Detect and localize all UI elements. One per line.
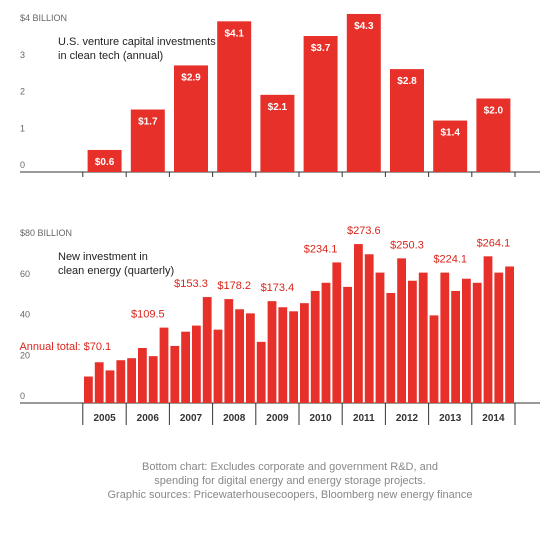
note: Graphic sources: Pricewaterhousecoopers,… [107, 489, 472, 501]
x-tick-label: 2011 [353, 413, 375, 424]
annual-total-label: $153.3 [174, 278, 208, 290]
value-label: $2.9 [181, 72, 201, 83]
bar [332, 262, 342, 403]
bar [130, 109, 165, 172]
value-label: $4.1 [224, 28, 244, 39]
bar [105, 370, 115, 403]
bar [224, 299, 234, 403]
bar [116, 360, 126, 403]
bar [346, 13, 381, 172]
y-tick-label: 1 [20, 123, 25, 133]
bar [451, 290, 460, 403]
bar [462, 278, 471, 403]
bar [84, 376, 93, 403]
bar [170, 345, 180, 403]
bar [148, 356, 158, 403]
chart-title: U.S. venture capital investments [58, 36, 216, 48]
bar [127, 358, 136, 403]
note: spending for digital energy and energy s… [154, 475, 426, 487]
x-tick-label: 2012 [396, 413, 419, 424]
value-label: $4.3 [354, 21, 374, 32]
annual-total-label: $234.1 [304, 243, 338, 255]
bar [483, 256, 493, 403]
bar [375, 272, 385, 403]
bar [343, 286, 352, 403]
bar [181, 331, 190, 403]
y-tick-label: $80 BILLION [20, 228, 72, 238]
annual-total-label: $250.3 [390, 239, 424, 251]
bar [494, 272, 504, 403]
y-tick-label: 2 [20, 87, 25, 97]
bar [310, 290, 320, 403]
bar [213, 329, 223, 403]
bar [217, 21, 252, 173]
bar [476, 98, 511, 172]
value-label: $0.6 [95, 157, 115, 168]
y-tick-label: 20 [20, 350, 30, 360]
x-tick-label: 2008 [223, 413, 246, 424]
bar [94, 362, 104, 403]
bar [390, 69, 424, 172]
bar [289, 311, 298, 403]
annual-total-label: $264.1 [477, 237, 511, 249]
bar [174, 65, 208, 172]
x-tick-label: 2014 [482, 413, 505, 424]
bar [354, 244, 363, 403]
bar [418, 272, 428, 403]
annual-total-label: $224.1 [433, 254, 467, 266]
bar [429, 315, 439, 403]
bar [202, 297, 212, 403]
y-tick-label: 60 [20, 269, 30, 279]
value-label: $2.1 [268, 102, 288, 113]
bar [278, 307, 288, 403]
value-label: $2.0 [484, 106, 504, 117]
bar [505, 266, 514, 403]
x-tick-label: 2005 [93, 413, 116, 424]
bar [397, 258, 406, 403]
x-tick-label: 2006 [137, 413, 160, 424]
bar [159, 327, 169, 403]
y-tick-label: 0 [20, 160, 25, 170]
bar [303, 36, 338, 173]
bar [300, 303, 309, 403]
bar [433, 120, 468, 172]
bar [235, 309, 244, 403]
annual-total-label: $109.5 [131, 309, 165, 321]
bar [87, 149, 122, 172]
x-tick-label: 2009 [266, 413, 289, 424]
y-tick-label: 0 [20, 391, 25, 401]
y-tick-label: $4 BILLION [20, 13, 67, 23]
y-tick-label: 40 [20, 310, 30, 320]
x-tick-label: 2013 [439, 413, 462, 424]
bar [267, 301, 277, 403]
bar [256, 341, 266, 403]
annual-total-label: $178.2 [217, 280, 251, 292]
chart-title: in clean tech (annual) [58, 50, 163, 62]
value-label: $1.4 [440, 128, 460, 139]
bar [408, 280, 417, 403]
bar [364, 254, 374, 403]
bar [321, 282, 331, 403]
x-tick-label: 2007 [180, 413, 203, 424]
y-tick-label: 3 [20, 50, 25, 60]
value-label: $3.7 [311, 43, 331, 54]
bar [192, 325, 201, 403]
value-label: $1.7 [138, 117, 158, 128]
bar [260, 94, 295, 172]
bar [386, 292, 396, 403]
chart-title: clean energy (quarterly) [58, 265, 174, 277]
bar [138, 347, 147, 403]
x-tick-label: 2010 [309, 413, 332, 424]
bar [246, 313, 255, 403]
bar [472, 282, 482, 403]
annual-total-label: $273.6 [347, 225, 381, 237]
chart-title: New investment in [58, 251, 148, 263]
annual-total-label: Annual total: $70.1 [19, 341, 111, 353]
note: Bottom chart: Excludes corporate and gov… [142, 461, 438, 473]
value-label: $2.8 [397, 76, 417, 87]
bar [440, 272, 450, 403]
annual-total-label: $173.4 [261, 282, 295, 294]
